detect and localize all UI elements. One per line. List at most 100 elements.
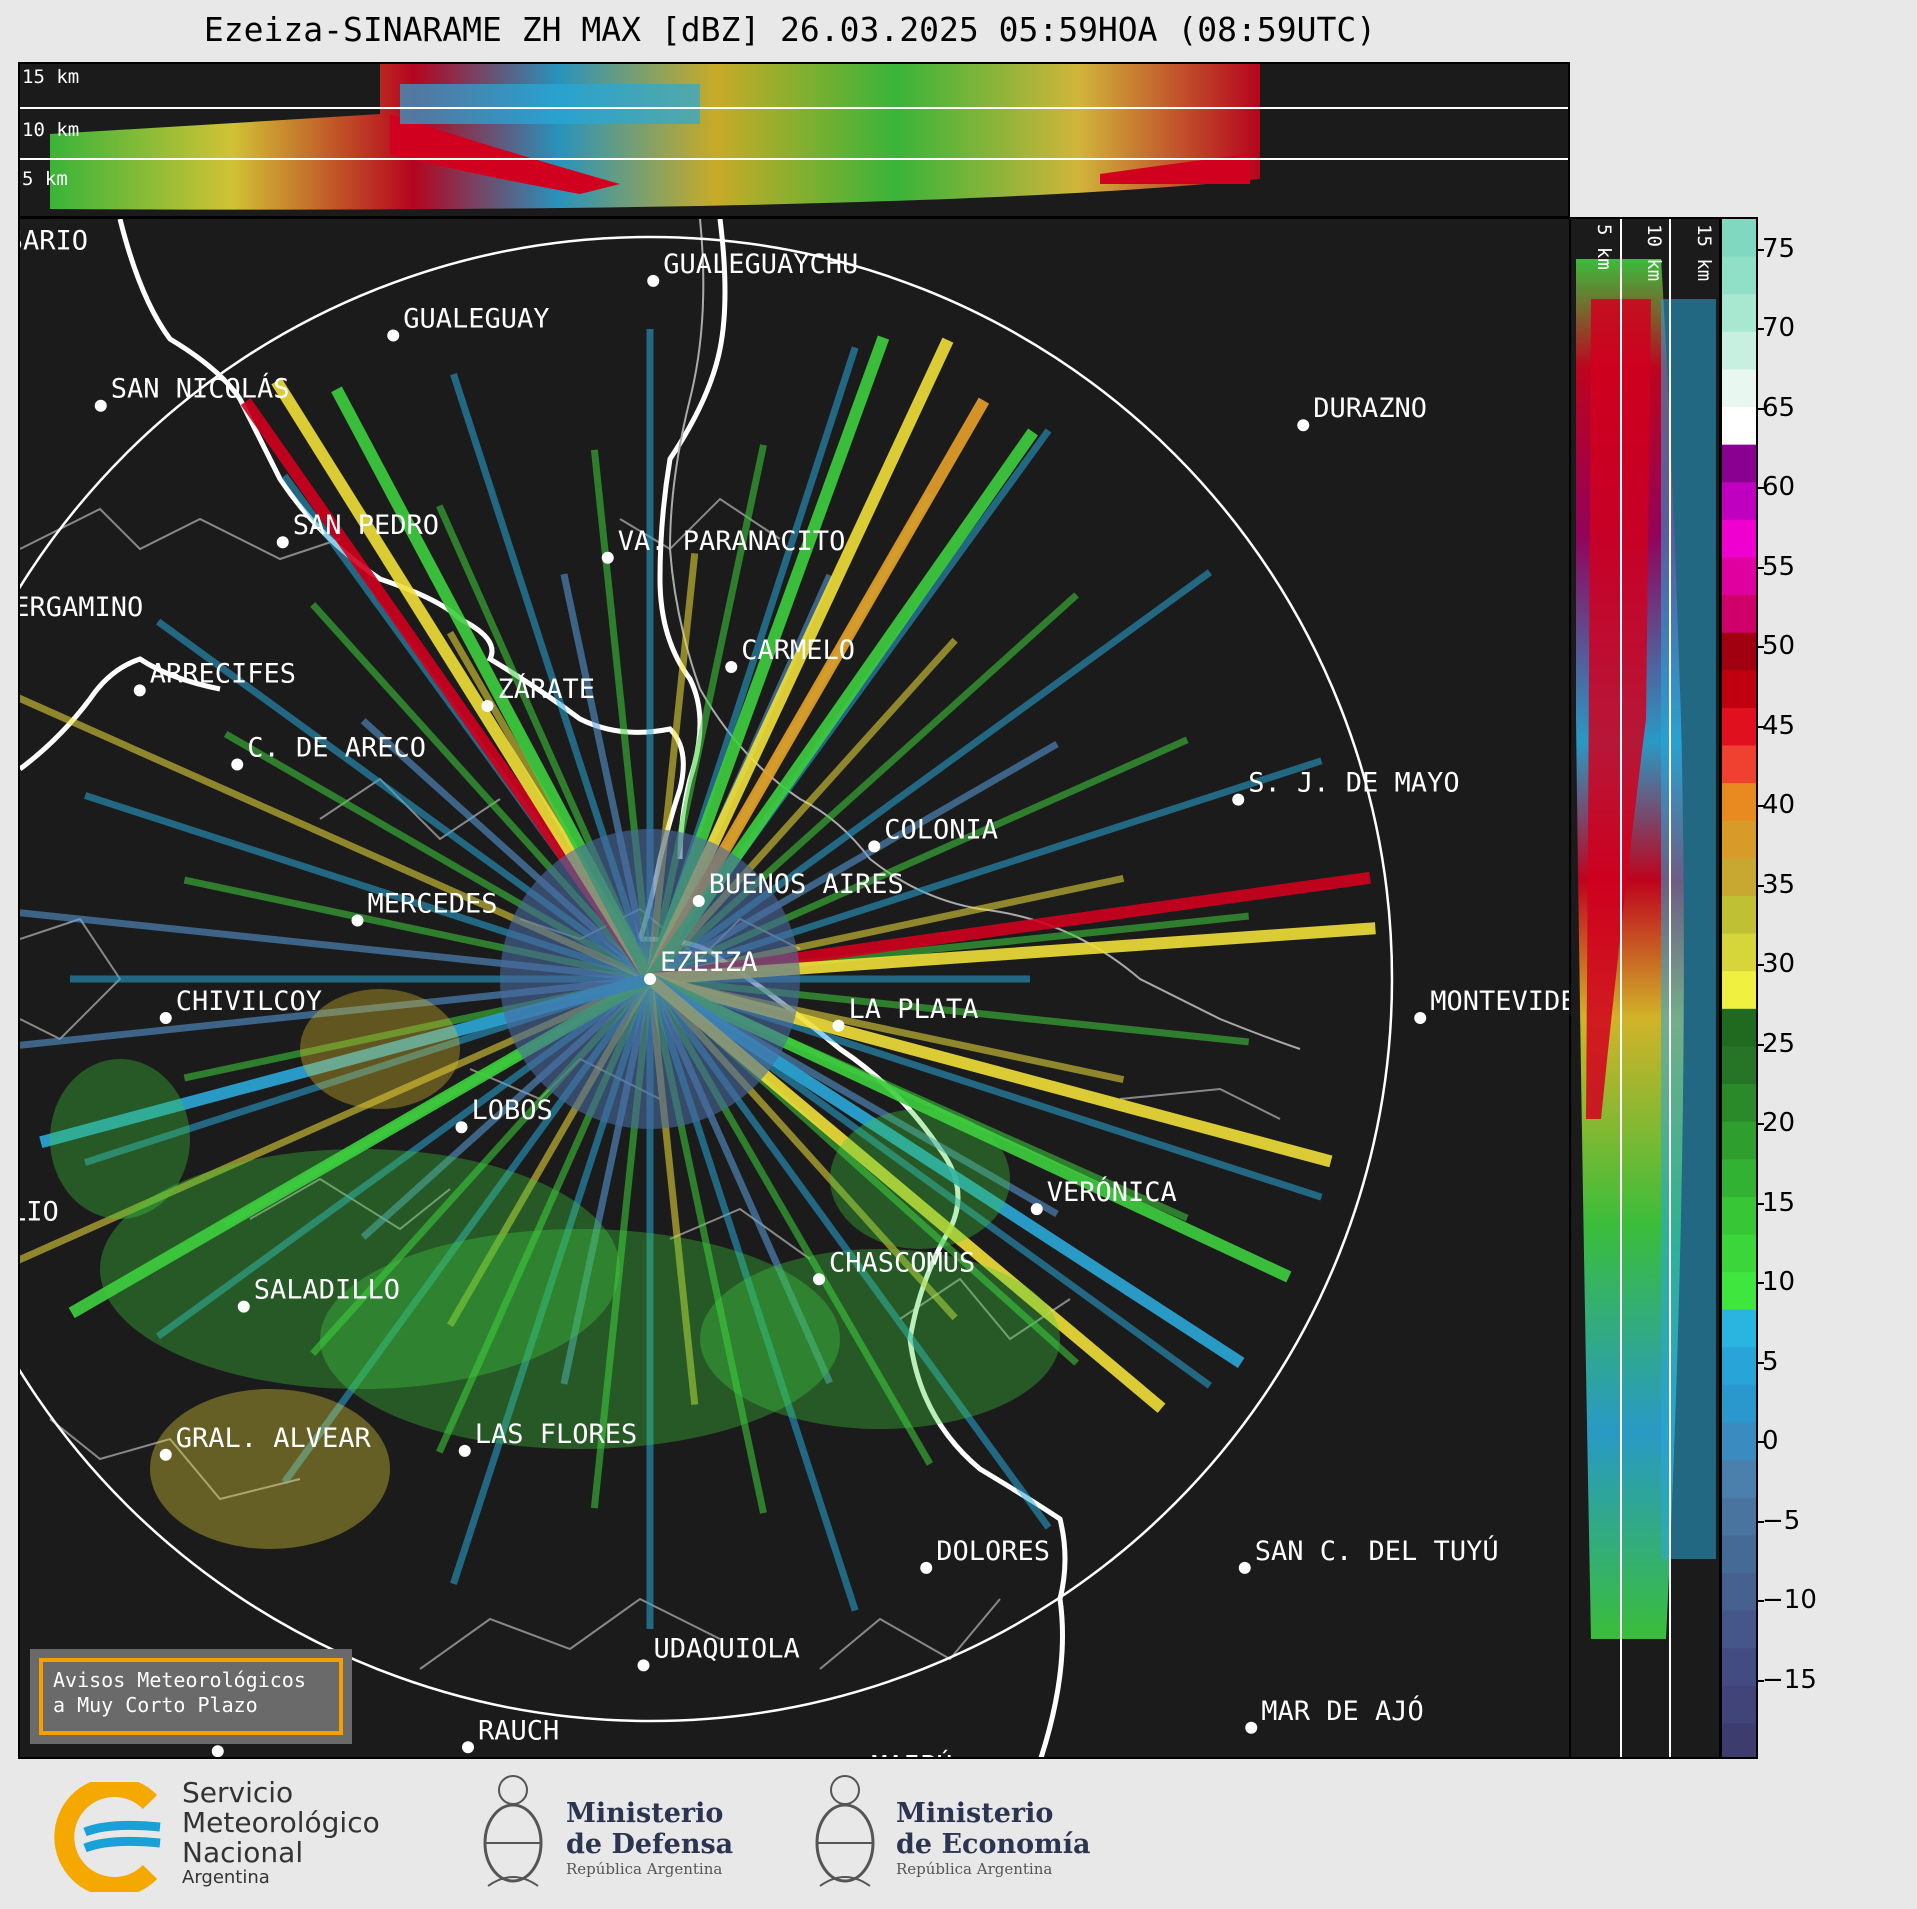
city-marker[interactable]: LAS FLORES	[458, 1419, 638, 1457]
warning-box[interactable]: Avisos Meteorológicos a Muy Corto Plazo	[30, 1649, 352, 1744]
city-dot	[813, 1273, 825, 1286]
city-marker[interactable]: GUALEGUAYCHU	[647, 249, 858, 287]
top-cross-section: 15 km 10 km 5 km	[18, 62, 1570, 218]
colorbar-segment	[1722, 933, 1756, 973]
city-marker[interactable]: MERCEDES	[351, 889, 498, 927]
colorbar-segment	[1722, 1196, 1756, 1236]
city-dot	[458, 1444, 471, 1457]
city-marker[interactable]: CARMELO	[725, 635, 855, 673]
city-label: LA PLATA	[849, 994, 979, 1025]
colorbar-tickmark	[1756, 1123, 1764, 1126]
city-marker[interactable]: SAN PEDRO	[276, 510, 439, 549]
colorbar-segment	[1722, 820, 1756, 860]
city-marker[interactable]: VERÓNICA	[1030, 1176, 1177, 1216]
echo-area	[320, 1229, 840, 1449]
city-label: GUALEGUAY	[403, 304, 549, 335]
colorbar-tick-label: 45	[1762, 710, 1796, 741]
economia-line3: República Argentina	[896, 1860, 1053, 1878]
city-marker[interactable]: EZEIZA	[644, 947, 758, 985]
city-marker[interactable]: UDAQUIOLA	[637, 1633, 800, 1672]
city-marker[interactable]: MAIPÚ	[855, 1749, 952, 1759]
city-label: DURAZNO	[1313, 393, 1427, 424]
colorbar-segment	[1722, 1234, 1756, 1274]
colorbar-segment	[1722, 407, 1756, 446]
colorbar-segment	[1722, 519, 1756, 559]
colorbar-tickmark	[1756, 725, 1764, 728]
city-marker[interactable]: CHIVILCOY	[159, 986, 322, 1024]
colorbar-segment	[1722, 444, 1756, 484]
city-dot	[637, 1659, 650, 1672]
colorbar-segment	[1722, 1384, 1756, 1424]
colorbar-tickmark	[1756, 1282, 1764, 1285]
colorbar-segment	[1722, 895, 1756, 935]
city-marker[interactable]: COLONIA	[868, 814, 998, 853]
smn-line3: Nacional	[182, 1836, 304, 1869]
city-marker[interactable]: C. DE ARECO	[231, 733, 426, 771]
city-label: GUALEGUAYCHU	[663, 249, 858, 280]
colorbar-segment	[1722, 1572, 1756, 1612]
city-marker[interactable]: 9 DE JULIO	[20, 1197, 59, 1235]
colorbar-tickmark	[1756, 1361, 1764, 1364]
city-marker[interactable]: S. J. DE MAYO	[1232, 768, 1460, 806]
city-dot	[133, 684, 146, 697]
colorbar-tick-label: 0	[1762, 1426, 1779, 1457]
colorbar-segment	[1722, 707, 1756, 747]
city-marker[interactable]: GRAL. ALVEAR	[159, 1423, 372, 1461]
city-marker[interactable]: ARRECIFES	[133, 658, 296, 697]
city-dot	[920, 1561, 933, 1574]
city-label: PERGAMINO	[20, 592, 143, 623]
city-label: BUENOS AIRES	[709, 869, 904, 900]
colorbar-segment	[1722, 1309, 1756, 1349]
city-dot	[237, 1300, 250, 1313]
colorbar-tickmark	[1756, 487, 1764, 490]
city-marker[interactable]: DOLORES	[920, 1536, 1050, 1574]
city-marker[interactable]: SAN NICOLÁS	[94, 373, 290, 412]
colorbar-segment	[1722, 1685, 1756, 1725]
city-label: CHIVILCOY	[176, 986, 322, 1017]
city-label: LOBOS	[472, 1095, 553, 1126]
city-marker[interactable]: SALADILLO	[237, 1275, 400, 1313]
colorbar-segment	[1722, 294, 1756, 333]
colorbar-tick-label: 55	[1762, 551, 1796, 582]
colorbar-segment	[1722, 1422, 1756, 1462]
colorbar-tick-label: 70	[1762, 313, 1796, 344]
radar-map[interactable]: ROSARIO GUALEGUAYCHU GUALEGUAY SAN NICOLÁS D…	[18, 217, 1571, 1759]
city-label: CHASCOMUS	[829, 1247, 975, 1278]
city-dot	[159, 1012, 172, 1024]
city-label: 9 DE JULIO	[20, 1197, 59, 1228]
colorbar-segment	[1722, 1272, 1756, 1311]
colorbar-segment	[1722, 670, 1756, 709]
smn-line1: Servicio	[182, 1776, 294, 1809]
city-dot	[868, 840, 881, 853]
city-marker[interactable]: CHASCOMUS	[813, 1247, 975, 1286]
city-marker[interactable]: ZÁRATE	[481, 673, 596, 712]
colorbar-segment	[1722, 745, 1756, 785]
city-marker[interactable]: RAUCH	[462, 1715, 559, 1754]
city-marker[interactable]: SAN C. DEL TUYÚ	[1238, 1535, 1499, 1574]
city-marker[interactable]: LOBOS	[455, 1095, 553, 1134]
city-marker[interactable]: MONTEVIDEO	[1414, 986, 1571, 1024]
defensa-line2: de Defensa	[566, 1829, 734, 1860]
smn-logo-icon	[54, 1782, 161, 1892]
city-marker[interactable]: BUENOS AIRES	[692, 869, 904, 907]
city-marker[interactable]: VA. PARANACITO	[601, 526, 846, 564]
argentina-shield-icon	[483, 1775, 543, 1887]
footer: Servicio Meteorológico Nacional Argentin…	[0, 1760, 1917, 1909]
colorbar-tickmark	[1756, 248, 1764, 251]
colorbar-tick-label: −15	[1762, 1664, 1817, 1695]
city-marker[interactable]: MAR DE AJÓ	[1245, 1695, 1424, 1734]
city-label: DOLORES	[936, 1536, 1050, 1567]
city-marker[interactable]: PERGAMINO	[20, 592, 143, 630]
top-label-15km: 15 km	[22, 66, 80, 88]
city-marker[interactable]: GUALEGUAY	[387, 304, 550, 342]
city-label: EZEIZA	[660, 947, 758, 978]
side-cross-section: 5 km 10 km 15 km	[1569, 217, 1721, 1759]
smn-line2: Meteorológico	[182, 1806, 380, 1839]
city-dot	[692, 895, 705, 907]
city-marker[interactable]: DURAZNO	[1297, 393, 1427, 432]
city-marker[interactable]: LA PLATA	[832, 994, 979, 1032]
city-dot	[832, 1019, 845, 1032]
colorbar-tickmark	[1756, 884, 1764, 887]
city-dot	[387, 329, 400, 342]
city-marker[interactable]: ROSARIO	[20, 226, 88, 264]
